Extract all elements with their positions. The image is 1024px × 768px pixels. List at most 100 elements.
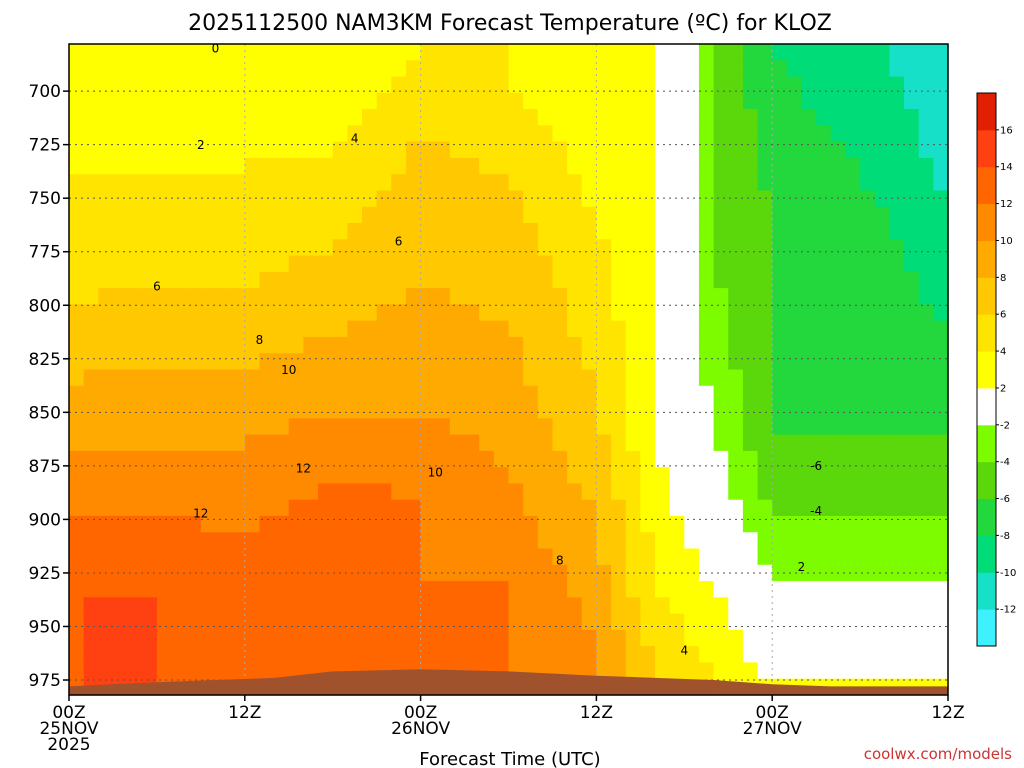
field-cell [362,206,378,224]
field-cell [640,418,656,436]
field-cell [830,418,847,436]
field-cell [420,304,436,322]
field-cell [156,613,173,631]
field-cell [757,483,773,501]
field-cell [186,44,202,61]
field-cell [537,157,554,175]
field-cell [347,646,363,664]
field-cell [904,141,920,159]
field-cell [230,662,246,680]
field-cell [596,450,612,468]
field-cell [596,597,612,615]
field-cell [215,450,231,468]
field-cell [274,353,290,371]
field-cell [728,92,744,110]
field-cell [537,434,554,452]
field-cell [464,60,480,78]
field-cell [874,92,890,110]
field-cell [801,125,817,143]
field-cell [112,646,129,664]
field-cell [801,402,817,419]
field-cell [493,320,510,338]
field-cell [552,141,568,159]
field-cell [332,157,348,175]
y-tick-label: 900 [29,510,61,530]
field-cell [347,450,363,468]
field-cell [464,629,480,647]
field-cell [523,141,539,159]
field-cell [860,499,876,517]
field-cell [186,206,202,224]
field-cell [845,402,861,419]
field-cell [845,174,861,192]
field-cell [362,336,378,354]
field-cell [889,336,905,354]
field-cell [816,174,832,192]
field-cell [596,223,612,240]
field-cell [171,418,187,436]
field-cell [274,271,290,289]
y-tick-label: 725 [29,136,61,156]
field-cell [186,157,202,175]
field-cell [669,174,685,192]
field-cell [303,629,319,647]
field-cell [362,369,378,387]
field-cell [786,483,803,501]
field-cell [200,44,217,61]
field-cell [259,60,275,78]
field-cell [479,336,495,354]
field-cell [391,76,407,94]
field-cell [552,109,568,126]
field-cell [611,60,627,78]
field-cell [171,174,187,192]
field-cell [669,353,685,371]
field-cell [772,434,788,452]
field-cell [845,483,861,501]
field-cell [332,76,348,94]
field-cell [464,613,480,631]
field-cell [816,369,832,387]
field-cell [889,206,905,224]
field-cell [215,483,231,501]
field-cell [449,581,466,598]
field-cell [142,385,158,403]
field-cell [112,434,129,452]
field-cell [611,515,627,533]
field-cell [874,597,890,615]
field-cell [523,255,539,273]
field-cell [318,190,334,208]
field-cell [449,564,466,582]
field-cell [889,467,905,485]
temperature-field [69,44,949,696]
field-cell [288,141,304,159]
field-cell [537,44,554,61]
field-cell [728,271,744,289]
field-cell [684,76,700,94]
field-cell [640,288,656,306]
field-cell [625,597,641,615]
field-cell [889,174,905,192]
field-cell [171,255,187,273]
field-cell [332,369,348,387]
field-cell [640,515,656,533]
field-cell [904,369,920,387]
field-cell [200,206,217,224]
field-cell [142,92,158,110]
field-cell [200,434,217,452]
field-cell [874,174,890,192]
field-cell [142,548,158,566]
field-cell [332,288,348,306]
field-cell [552,223,568,240]
field-cell [347,304,363,322]
field-cell [567,467,583,485]
field-cell [244,320,261,338]
field-cell [156,532,173,550]
field-cell [347,206,363,224]
field-cell [69,662,85,680]
field-cell [405,223,422,240]
field-cell [742,369,759,387]
field-cell [127,499,143,517]
field-cell [156,629,173,647]
field-cell [757,174,773,192]
field-cell [142,597,158,615]
